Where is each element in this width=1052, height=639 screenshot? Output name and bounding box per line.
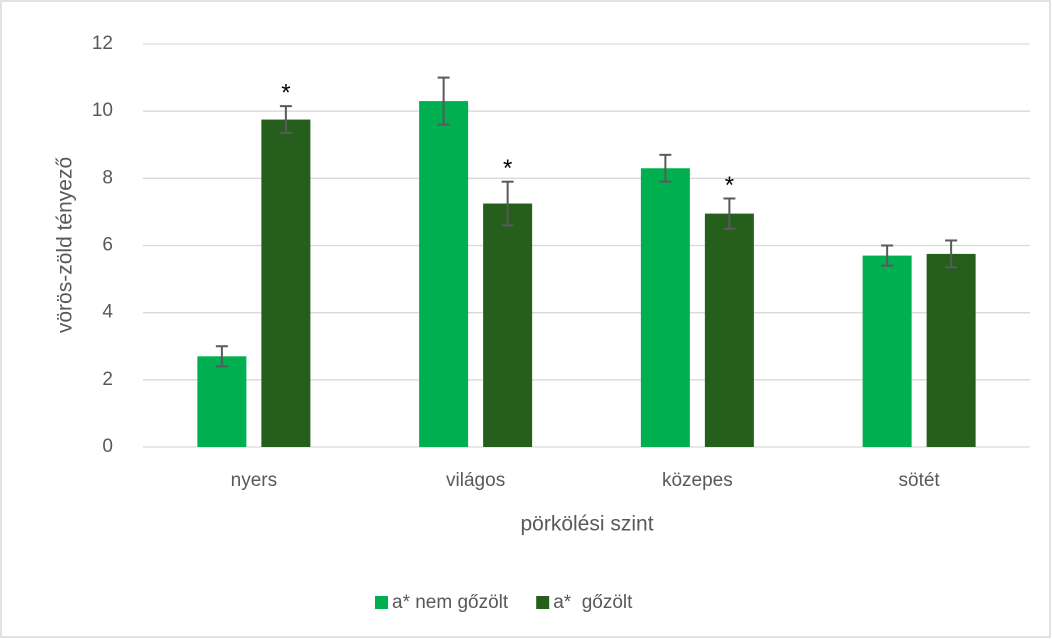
error-bar [945, 239, 958, 269]
legend-label: a* gőzölt [553, 592, 633, 613]
y-tick-label: 10 [92, 100, 113, 121]
error-bar [501, 180, 514, 227]
error-bar [723, 197, 736, 230]
error-bar [881, 244, 894, 267]
bar [419, 101, 469, 447]
x-tick-label: sötét [899, 470, 941, 491]
x-tick-label: világos [446, 470, 505, 491]
bar [197, 356, 247, 447]
y-tick-label: 2 [102, 369, 113, 390]
significance-label: * [503, 155, 512, 182]
y-tick-label: 6 [102, 235, 113, 256]
legend-swatch [536, 596, 550, 609]
significance-label: * [281, 79, 290, 106]
error-bar [279, 105, 292, 134]
x-tick-label: közepes [662, 470, 733, 491]
bar [640, 168, 690, 447]
error-bar [659, 153, 672, 183]
y-tick-label: 12 [92, 33, 113, 54]
bar [926, 253, 976, 447]
error-bar [215, 345, 228, 368]
y-axis-label: vörös-zöld tényező [54, 157, 77, 333]
bar [704, 213, 754, 447]
y-tick-label: 8 [102, 167, 113, 188]
x-tick-label: nyers [231, 470, 277, 491]
y-tick-label: 4 [102, 302, 113, 323]
significance-label: * [725, 172, 734, 199]
error-bar [437, 76, 450, 126]
bar [261, 119, 311, 447]
legend-swatch [375, 596, 388, 609]
y-tick-label: 0 [102, 436, 113, 457]
bar [862, 255, 912, 447]
bar [483, 203, 533, 447]
x-axis-label: pörkölési szint [520, 513, 653, 536]
legend-label: a* nem gőzölt [392, 592, 509, 613]
